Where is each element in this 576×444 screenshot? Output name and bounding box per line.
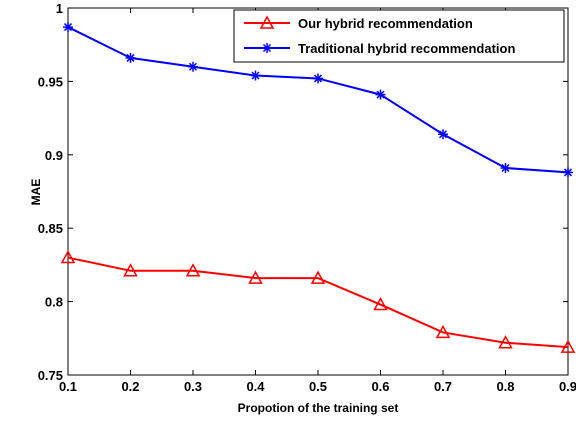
data-point-triangle xyxy=(248,270,263,284)
legend-marker-ours xyxy=(259,15,275,29)
data-point-asterisk xyxy=(125,52,136,63)
legend-label-traditional: Traditional hybrid recommendation xyxy=(298,41,515,56)
data-point-triangle xyxy=(560,339,576,353)
data-point-asterisk xyxy=(375,89,386,100)
data-point-triangle xyxy=(435,324,451,339)
series-line-0 xyxy=(67,256,569,349)
legend-label-ours: Our hybrid recommendation xyxy=(298,16,473,31)
data-point-asterisk xyxy=(438,129,448,140)
series-layer xyxy=(60,22,576,353)
data-point-triangle xyxy=(310,270,326,284)
x-tick-label: 0.7 xyxy=(434,379,452,394)
y-axis-ticks: 0.75 0.8 0.85 0.9 0.95 1 xyxy=(38,1,568,383)
y-tick-label: 1 xyxy=(56,1,63,16)
plot-area xyxy=(67,7,569,376)
x-tick-label: 0.8 xyxy=(496,379,514,394)
x-tick-label: 0.3 xyxy=(184,379,202,394)
x-tick-label: 0.9 xyxy=(559,379,576,394)
legend-marker-traditional xyxy=(262,43,272,53)
data-point-asterisk xyxy=(250,70,261,81)
y-tick-label: 0.95 xyxy=(38,74,63,89)
x-tick-label: 0.4 xyxy=(246,379,265,394)
data-point-triangle xyxy=(123,263,138,277)
legend-box xyxy=(233,9,565,63)
y-tick-label: 0.8 xyxy=(45,295,63,310)
data-point-asterisk xyxy=(563,167,573,178)
x-tick-label: 0.6 xyxy=(371,379,389,394)
data-point-triangle xyxy=(498,335,513,349)
data-point-triangle xyxy=(60,249,76,264)
data-point-asterisk xyxy=(63,22,73,33)
data-point-asterisk xyxy=(188,61,198,72)
y-axis-label: MAE xyxy=(29,179,43,206)
y-tick-label: 0.85 xyxy=(38,221,63,236)
data-point-triangle xyxy=(185,263,201,277)
x-axis-label: Propotion of the training set xyxy=(238,401,399,415)
x-tick-label: 0.5 xyxy=(309,379,327,394)
x-tick-label: 0.2 xyxy=(121,379,139,394)
legend: Our hybrid recommendation Traditional hy… xyxy=(233,9,565,63)
data-point-asterisk xyxy=(313,73,323,84)
y-tick-label: 0.9 xyxy=(45,148,63,163)
x-tick-label: 0.1 xyxy=(59,379,77,394)
data-point-triangle xyxy=(373,296,388,311)
y-tick-label: 0.75 xyxy=(38,368,63,383)
data-point-asterisk xyxy=(500,163,511,174)
